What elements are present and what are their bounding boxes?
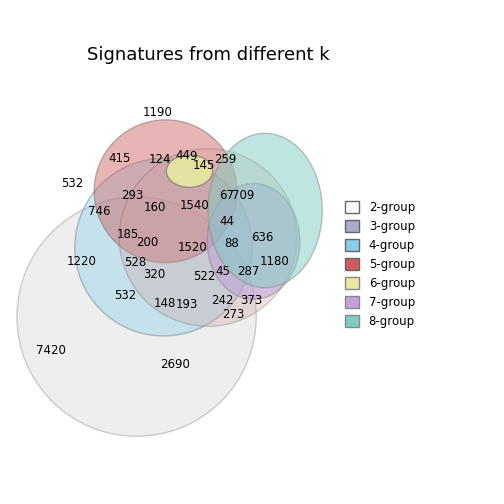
Text: 1540: 1540	[179, 200, 209, 212]
Text: 2690: 2690	[160, 358, 190, 370]
Text: 124: 124	[149, 153, 171, 166]
Text: 7420: 7420	[36, 344, 66, 357]
Text: 709: 709	[232, 190, 255, 202]
Text: 532: 532	[61, 177, 83, 190]
Text: 373: 373	[240, 293, 263, 306]
Text: 44: 44	[175, 149, 191, 162]
Text: 1190: 1190	[143, 106, 173, 118]
Ellipse shape	[94, 120, 237, 263]
Text: 242: 242	[211, 293, 234, 306]
Legend: 2-group, 3-group, 4-group, 5-group, 6-group, 7-group, 8-group: 2-group, 3-group, 4-group, 5-group, 6-gr…	[345, 201, 415, 328]
Text: 320: 320	[143, 268, 165, 281]
Ellipse shape	[208, 134, 322, 288]
Title: Signatures from different k: Signatures from different k	[87, 46, 329, 65]
Text: 9: 9	[190, 150, 197, 163]
Ellipse shape	[17, 197, 256, 436]
Text: 145: 145	[193, 159, 215, 172]
Text: 88: 88	[225, 237, 239, 250]
Text: 522: 522	[193, 271, 215, 283]
Ellipse shape	[166, 155, 213, 187]
Text: 746: 746	[88, 205, 110, 218]
Text: 273: 273	[222, 308, 244, 321]
Ellipse shape	[207, 183, 300, 299]
Text: 532: 532	[114, 289, 136, 302]
Text: 636: 636	[251, 231, 273, 244]
Ellipse shape	[119, 149, 297, 326]
Text: 44: 44	[219, 215, 234, 228]
Text: 185: 185	[116, 228, 139, 241]
Text: 1220: 1220	[67, 255, 96, 268]
Text: 528: 528	[124, 256, 147, 269]
Ellipse shape	[75, 158, 253, 336]
Text: 160: 160	[144, 201, 166, 214]
Text: 45: 45	[215, 265, 230, 278]
Text: 200: 200	[136, 236, 158, 248]
Text: 287: 287	[237, 265, 260, 278]
Text: 259: 259	[214, 153, 236, 166]
Text: 193: 193	[175, 298, 198, 311]
Text: 1520: 1520	[178, 241, 208, 254]
Text: 293: 293	[121, 190, 144, 202]
Text: 148: 148	[154, 297, 176, 310]
Text: 415: 415	[108, 152, 131, 165]
Text: 1180: 1180	[260, 255, 289, 268]
Text: 67: 67	[219, 190, 234, 202]
